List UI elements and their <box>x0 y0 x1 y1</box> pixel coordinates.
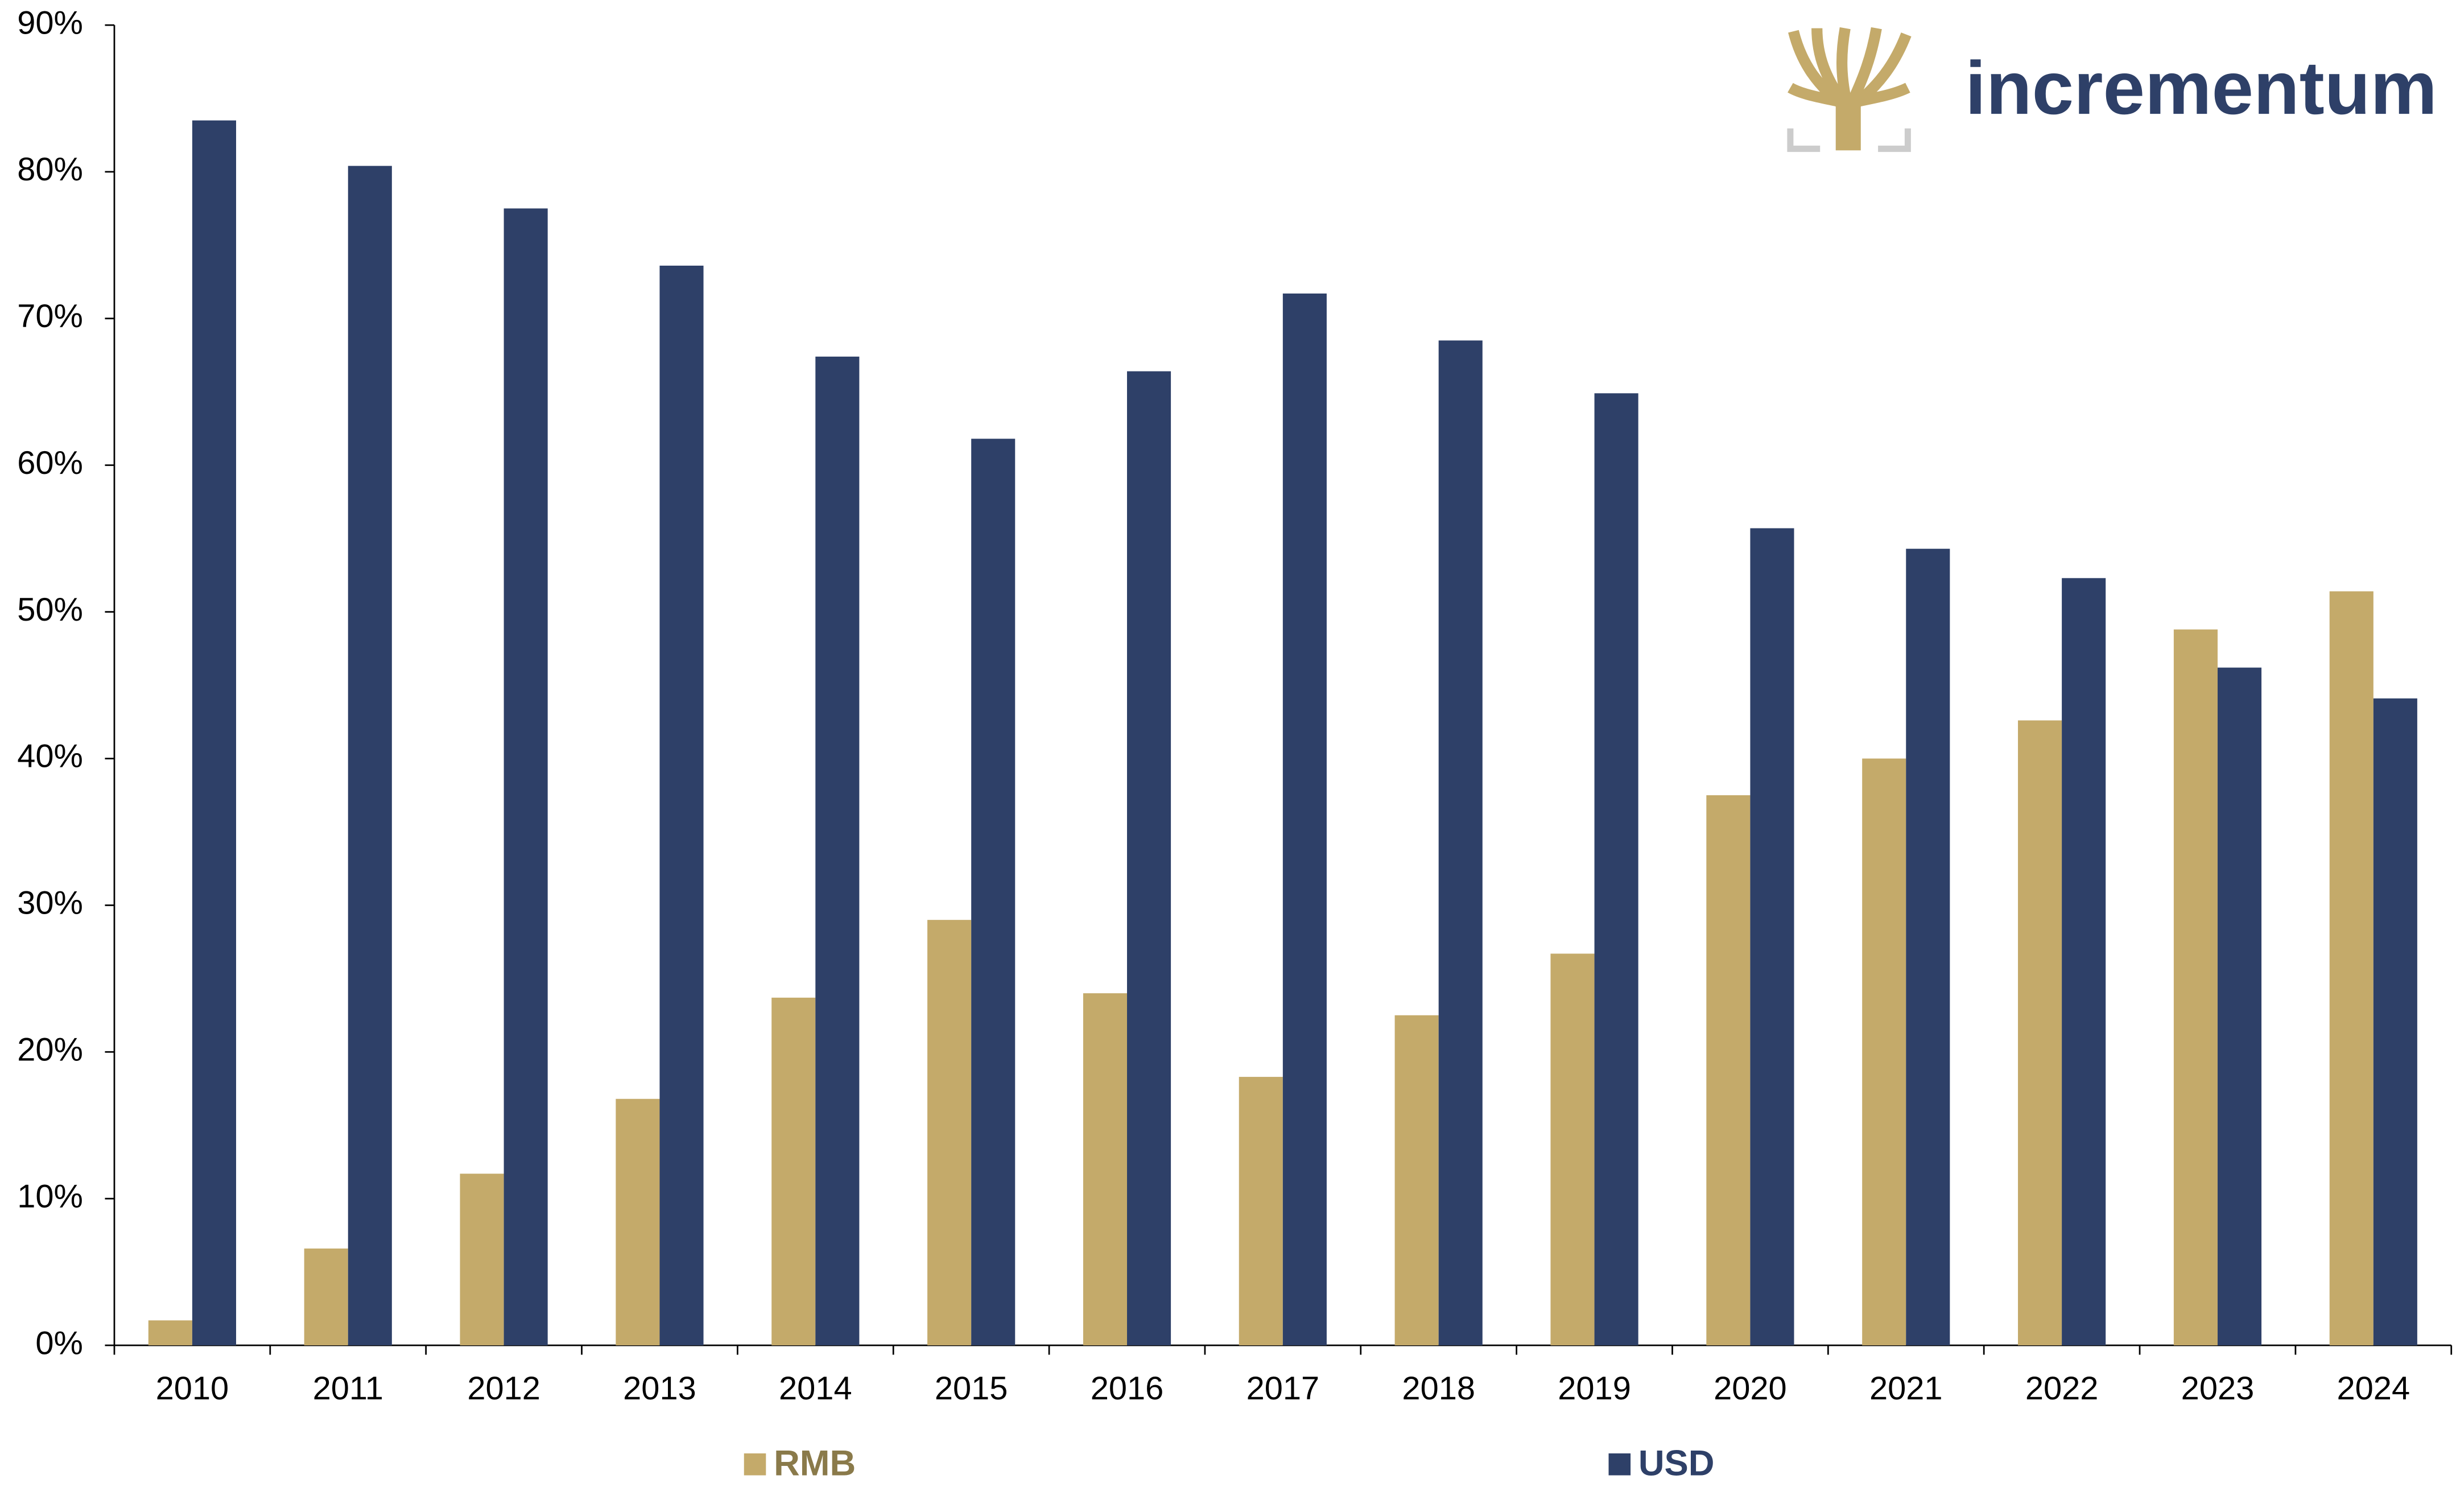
y-tick-label: 10% <box>17 1178 83 1214</box>
x-tick-label: 2016 <box>1091 1370 1164 1407</box>
legend-label: USD <box>1638 1444 1715 1484</box>
bar <box>2062 578 2106 1346</box>
y-tick-label: 40% <box>17 738 83 775</box>
bar <box>1282 293 1327 1346</box>
bar <box>815 356 860 1346</box>
x-tick-label: 2021 <box>1869 1370 1943 1407</box>
bar <box>1594 393 1638 1346</box>
legend-swatch <box>1608 1453 1631 1476</box>
bar <box>192 120 236 1346</box>
logo-text: incrementum <box>1965 46 2437 130</box>
x-tick-label: 2024 <box>2337 1370 2410 1407</box>
y-tick-label: 30% <box>17 885 83 922</box>
bar <box>2173 629 2218 1346</box>
x-tick-label: 2019 <box>1558 1370 1631 1407</box>
x-tick-label: 2012 <box>467 1370 540 1407</box>
bar <box>1239 1077 1283 1346</box>
bar <box>1127 371 1171 1346</box>
bar <box>927 920 972 1346</box>
x-tick-label: 2011 <box>313 1370 383 1407</box>
x-tick-label: 2022 <box>2025 1370 2099 1407</box>
bar <box>1550 953 1595 1346</box>
x-tick-label: 2010 <box>156 1370 229 1407</box>
bar <box>1706 795 1751 1346</box>
y-tick-label: 60% <box>17 445 83 481</box>
bar <box>460 1174 504 1346</box>
x-tick-label: 2023 <box>2181 1370 2255 1407</box>
bar <box>616 1098 660 1346</box>
y-tick-label: 80% <box>17 151 83 188</box>
y-tick-label: 70% <box>17 298 83 334</box>
y-tick-label: 0% <box>35 1325 83 1361</box>
bar <box>1906 548 1950 1346</box>
y-tick-label: 50% <box>17 592 83 628</box>
bar <box>148 1320 192 1346</box>
bar <box>2217 667 2262 1346</box>
x-tick-label: 2014 <box>779 1370 852 1407</box>
bar <box>771 997 816 1346</box>
x-tick-label: 2018 <box>1402 1370 1475 1407</box>
bar <box>1394 1015 1439 1346</box>
y-tick-label: 90% <box>17 5 83 41</box>
x-tick-label: 2015 <box>935 1370 1008 1407</box>
bar <box>1083 993 1128 1346</box>
bar <box>503 208 548 1346</box>
y-tick-label: 20% <box>17 1032 83 1068</box>
bar <box>659 265 704 1346</box>
x-tick-label: 2017 <box>1246 1370 1320 1407</box>
logo-icon <box>1787 27 1912 152</box>
bar <box>2329 591 2374 1346</box>
x-tick-label: 2020 <box>1714 1370 1787 1407</box>
bar <box>971 439 1016 1346</box>
bar <box>1750 528 1794 1346</box>
bar <box>1438 340 1483 1346</box>
bar <box>2373 698 2417 1346</box>
bar <box>2018 720 2062 1346</box>
bar <box>304 1248 348 1346</box>
bar <box>348 166 392 1346</box>
legend-swatch <box>744 1453 766 1476</box>
x-tick-label: 2013 <box>623 1370 696 1407</box>
legend-label: RMB <box>774 1444 856 1484</box>
bar <box>1862 758 1906 1346</box>
